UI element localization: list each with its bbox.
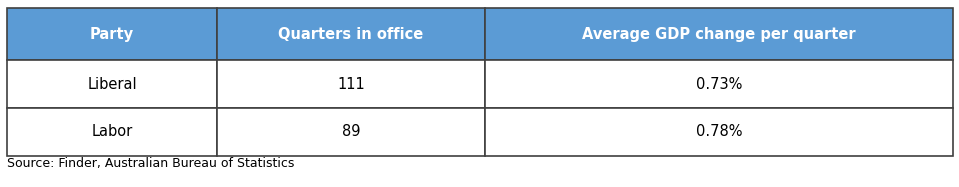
Text: Source: Finder, Australian Bureau of Statistics: Source: Finder, Australian Bureau of Sta…: [7, 157, 294, 169]
Text: Liberal: Liberal: [87, 76, 137, 91]
Text: Party: Party: [90, 27, 134, 42]
Text: 0.73%: 0.73%: [696, 76, 742, 91]
Bar: [217, 60, 485, 108]
Bar: [485, 108, 953, 156]
Bar: [217, 8, 485, 60]
Bar: [217, 108, 485, 156]
Text: 111: 111: [338, 76, 364, 91]
Text: 89: 89: [341, 125, 361, 140]
Bar: [7, 8, 217, 60]
Bar: [7, 60, 217, 108]
Text: Average GDP change per quarter: Average GDP change per quarter: [582, 27, 855, 42]
Bar: [7, 108, 217, 156]
Text: Labor: Labor: [91, 125, 132, 140]
Bar: [485, 60, 953, 108]
Text: Quarters in office: Quarters in office: [278, 27, 424, 42]
Text: 0.78%: 0.78%: [695, 125, 742, 140]
Bar: [485, 8, 953, 60]
